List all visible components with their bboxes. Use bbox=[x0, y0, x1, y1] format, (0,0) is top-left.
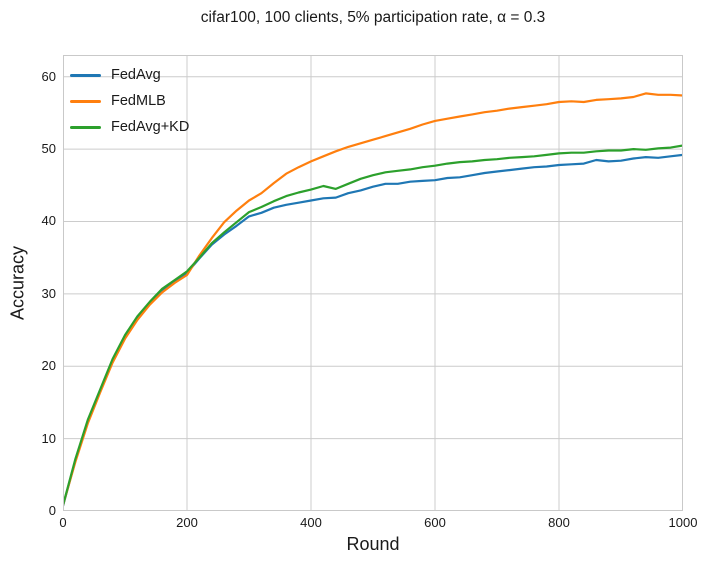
x-tick-label: 200 bbox=[176, 515, 198, 530]
legend-label: FedAvg+KD bbox=[111, 119, 190, 135]
y-tick-label: 10 bbox=[41, 430, 56, 446]
y-tick-label: 60 bbox=[41, 68, 56, 84]
series-line-fedavg-kd bbox=[63, 144, 683, 507]
legend-item-fedmlb: FedMLB bbox=[70, 88, 189, 114]
plot-border bbox=[63, 55, 683, 511]
y-tick-label: 0 bbox=[48, 503, 56, 518]
y-axis-label: Accuracy bbox=[7, 245, 28, 321]
x-tick-label: 1000 bbox=[668, 515, 698, 530]
x-tick-label: 800 bbox=[548, 515, 570, 530]
legend: FedAvg FedMLB FedAvg+KD bbox=[70, 62, 189, 140]
legend-item-fedavg-kd: FedAvg+KD bbox=[70, 114, 189, 140]
series-line-fedmlb bbox=[63, 92, 683, 507]
x-tick-label: 0 bbox=[59, 515, 67, 530]
y-tick-label: 30 bbox=[41, 285, 56, 301]
plot-canvas bbox=[63, 55, 683, 511]
y-tick-label: 40 bbox=[41, 213, 56, 229]
plot-area: FedAvg FedMLB FedAvg+KD bbox=[63, 55, 683, 511]
y-tick-label: 20 bbox=[41, 358, 56, 374]
series-line-fedavg bbox=[63, 153, 683, 507]
x-tick-label: 600 bbox=[424, 515, 446, 530]
x-tick-label: 400 bbox=[300, 515, 322, 530]
legend-label: FedAvg bbox=[111, 67, 161, 83]
legend-line-swatch bbox=[70, 73, 101, 77]
chart-title: cifar100, 100 clients, 5% participation … bbox=[200, 9, 546, 26]
legend-line-swatch bbox=[70, 125, 101, 129]
legend-label: FedMLB bbox=[111, 93, 166, 109]
legend-item-fedavg: FedAvg bbox=[70, 62, 189, 88]
y-tick-label: 50 bbox=[41, 141, 56, 157]
x-axis-label: Round bbox=[346, 534, 400, 554]
legend-line-swatch bbox=[70, 99, 101, 103]
